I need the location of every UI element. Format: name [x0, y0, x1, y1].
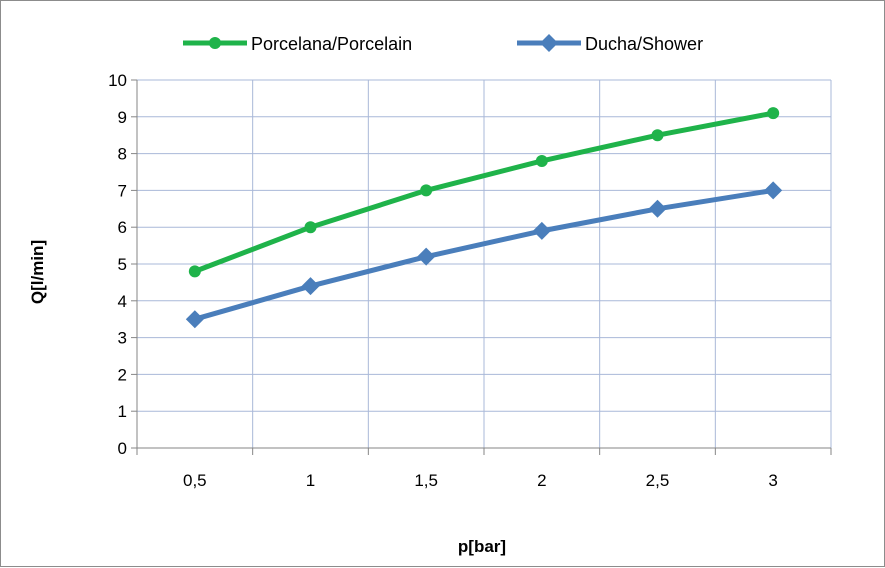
data-point-circle	[209, 37, 221, 49]
y-tick-label: 5	[118, 255, 127, 274]
data-point-circle	[767, 107, 780, 120]
series-line-1	[193, 110, 774, 274]
x-axis-title: p[bar]	[458, 537, 506, 556]
data-point-circle	[535, 154, 548, 167]
axes: 0 1 2 3 4 5 6 7 8 9 10 0,5 1 1,5 2 2,5 3	[108, 71, 832, 490]
x-tick-label: 1,5	[414, 471, 438, 490]
data-point-circle	[420, 184, 433, 197]
data-point-circle	[651, 129, 664, 142]
data-point-diamond	[532, 221, 551, 240]
x-tick-label: 0,5	[183, 471, 207, 490]
data-point-diamond	[540, 34, 558, 52]
gridlines	[137, 79, 832, 448]
x-tick-label: 2	[537, 471, 546, 490]
y-tick-label: 9	[118, 108, 127, 127]
data-point-diamond	[301, 277, 320, 296]
y-tick-label: 1	[118, 402, 127, 421]
y-tick-label: 8	[118, 145, 127, 164]
data-point-circle	[188, 265, 201, 278]
data-point-circle	[304, 221, 317, 234]
y-tick-label: 10	[108, 71, 127, 90]
y-tick-label: 7	[118, 181, 127, 200]
x-tick-label: 2,5	[646, 471, 670, 490]
data-point-diamond	[417, 247, 436, 266]
legend: Porcelana/Porcelain Ducha/Shower	[183, 34, 703, 54]
y-tick-label: 4	[118, 292, 127, 311]
y-tick-label: 6	[118, 218, 127, 237]
y-tick-label: 3	[118, 329, 127, 348]
y-axis-title: Q[l/min]	[28, 240, 47, 304]
y-tick-label: 2	[118, 365, 127, 384]
series-lines	[185, 107, 783, 329]
x-tick-label: 1	[306, 471, 315, 490]
legend-label-2: Ducha/Shower	[585, 34, 703, 54]
data-point-diamond	[185, 310, 204, 329]
y-tick-label: 0	[118, 439, 127, 458]
data-point-diamond	[764, 181, 783, 200]
legend-label-1: Porcelana/Porcelain	[251, 34, 412, 54]
series-line-2	[194, 187, 774, 322]
x-tick-label: 3	[768, 471, 777, 490]
data-point-diamond	[648, 199, 667, 218]
